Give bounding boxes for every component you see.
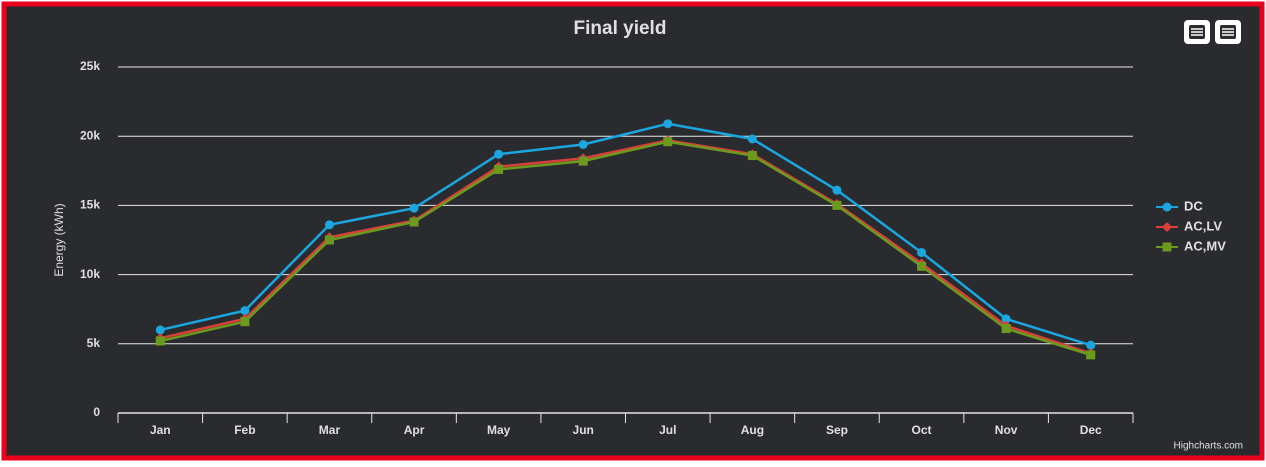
y-tick-label: 5k — [87, 336, 101, 350]
x-tick-label: Oct — [912, 423, 932, 437]
menu-button[interactable] — [1184, 20, 1210, 44]
y-tick-label: 10k — [80, 267, 100, 281]
marker — [324, 220, 334, 230]
marker — [1086, 350, 1096, 360]
y-tick-label: 25k — [80, 59, 100, 73]
marker — [324, 235, 334, 245]
legend-item[interactable]: DC — [1156, 198, 1203, 213]
y-tick-label: 0 — [93, 405, 100, 419]
x-tick-label: Dec — [1080, 423, 1102, 437]
legend-item[interactable]: AC,MV — [1156, 238, 1226, 253]
marker — [409, 217, 419, 227]
marker — [1162, 242, 1172, 252]
marker — [578, 156, 588, 166]
marker — [155, 325, 165, 335]
marker — [494, 149, 504, 159]
marker — [832, 200, 842, 210]
x-tick-label: Jun — [573, 423, 594, 437]
legend-item[interactable]: AC,LV — [1156, 218, 1222, 233]
marker — [1162, 202, 1172, 212]
chart-title: Final yield — [574, 18, 667, 39]
series — [155, 119, 1096, 350]
x-tick-label: Mar — [319, 423, 341, 437]
marker — [832, 185, 842, 195]
x-tick-label: Apr — [404, 423, 425, 437]
marker — [409, 203, 419, 213]
marker — [240, 317, 250, 327]
marker — [1001, 314, 1011, 324]
marker — [747, 151, 757, 161]
credits: Highcharts.com — [1174, 441, 1243, 452]
marker — [747, 134, 757, 144]
marker — [1001, 324, 1011, 334]
marker — [155, 336, 165, 346]
marker — [578, 140, 588, 150]
series-line — [160, 139, 1092, 355]
marker — [917, 247, 927, 257]
x-tick-label: Sep — [826, 423, 848, 437]
y-axis-title: Energy (kWh) — [52, 203, 66, 276]
legend-label: AC,MV — [1184, 238, 1226, 253]
y-tick-label: 20k — [80, 128, 100, 142]
legend-label: DC — [1184, 198, 1203, 213]
x-tick-label: Jul — [659, 423, 676, 437]
menu-button[interactable] — [1215, 20, 1241, 44]
series-line — [160, 122, 1092, 347]
marker — [917, 261, 927, 271]
x-tick-label: Jan — [150, 423, 171, 437]
marker — [240, 306, 250, 316]
y-tick-label: 15k — [80, 198, 100, 212]
x-tick-label: Feb — [234, 423, 255, 437]
marker — [1086, 340, 1096, 350]
marker — [1162, 222, 1172, 232]
x-tick-label: May — [487, 423, 511, 437]
x-tick-label: Nov — [995, 423, 1018, 437]
series — [155, 137, 1096, 360]
marker — [663, 137, 673, 147]
legend-label: AC,LV — [1184, 218, 1222, 233]
x-tick-label: Aug — [741, 423, 764, 437]
marker — [663, 119, 673, 129]
series-line — [160, 140, 1092, 357]
marker — [494, 164, 504, 174]
